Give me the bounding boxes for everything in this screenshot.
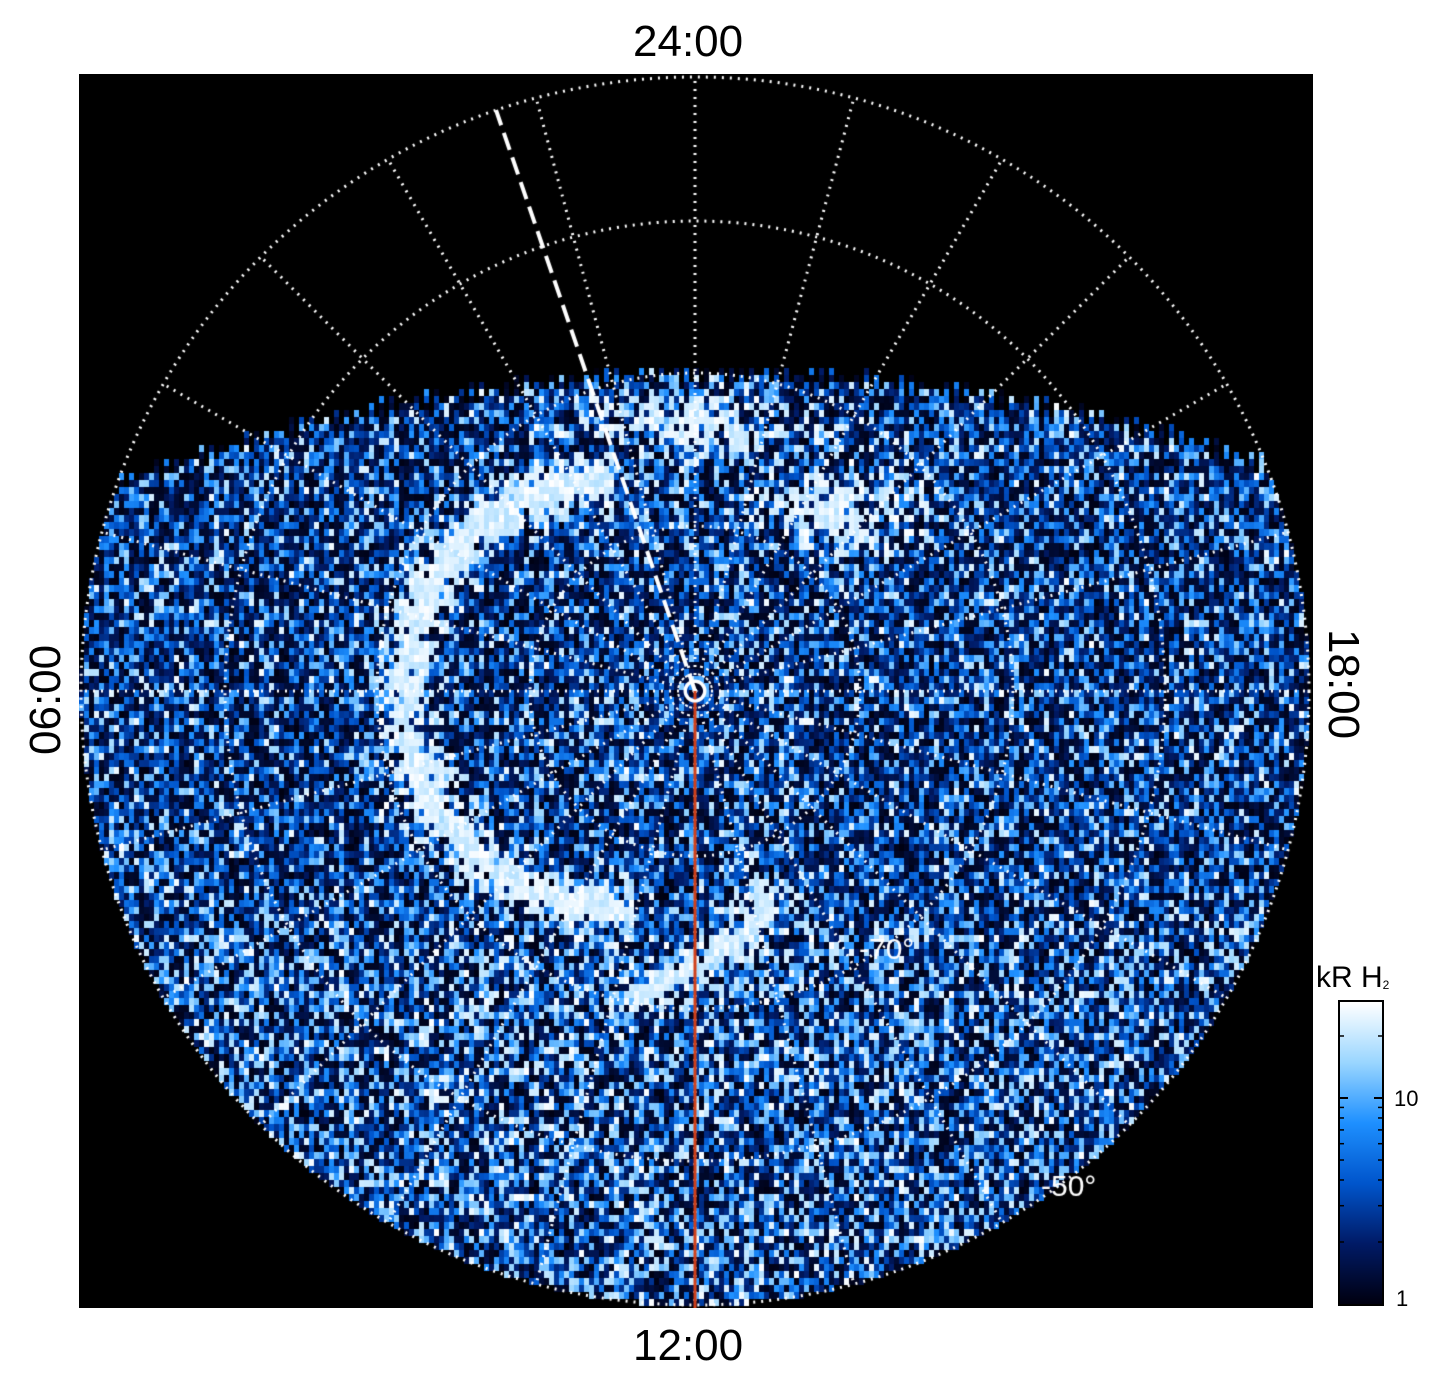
local-time-label-24: 24:00 [633,17,744,66]
local-time-label-06: 06:00 [21,644,70,755]
local-time-label-12: 12:00 [633,1321,744,1370]
colorbar-title: kR H2 [1316,961,1389,995]
colorbar [1338,1000,1384,1306]
colorbar-title-main: kR H [1316,961,1383,994]
polar-projection-image [79,74,1313,1308]
colorbar-tick-1: 1 [1396,1286,1409,1311]
colorbar-ticks [1338,1035,1384,1243]
local-time-label-18: 18:00 [1319,629,1368,740]
colorbar-tick-10: 10 [1394,1086,1419,1111]
auroral-emission-map [79,74,1313,1308]
colorbar-title-subscript: 2 [1382,978,1390,992]
